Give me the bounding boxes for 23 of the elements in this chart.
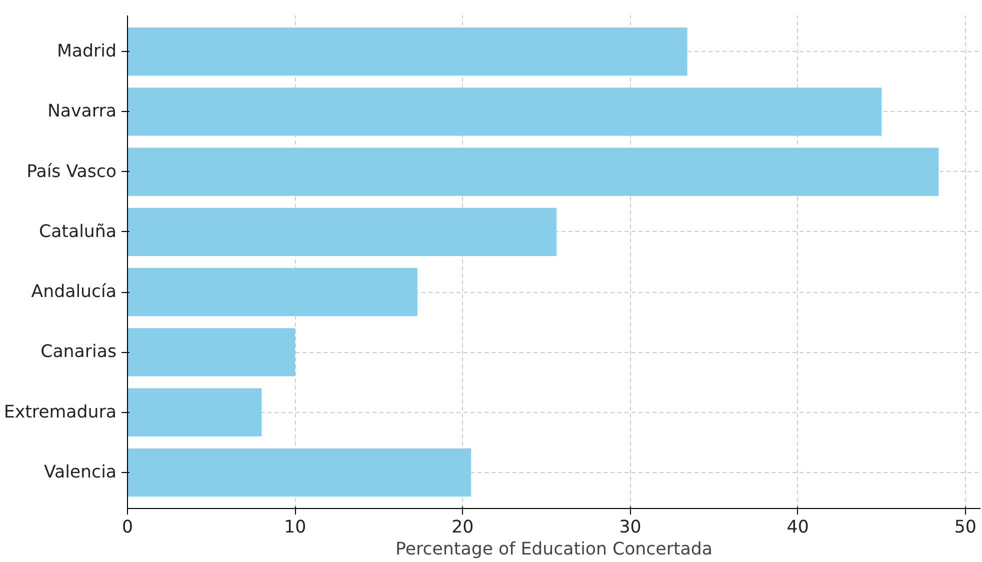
x-axis-title: Percentage of Education Concertada (396, 540, 712, 560)
y-tick-label: Navarra (47, 102, 117, 122)
bar (128, 328, 296, 376)
y-tick-label: Canarias (40, 342, 117, 362)
bar (128, 448, 472, 496)
x-tick-label: 50 (954, 518, 976, 538)
y-tick-label: Extremadura (4, 402, 116, 422)
bar (128, 388, 262, 436)
bar (128, 28, 688, 76)
y-tick-label: País Vasco (26, 162, 117, 182)
x-tick-label: 10 (284, 518, 306, 538)
y-tick-label: Valencia (44, 462, 116, 482)
x-tick-label: 30 (619, 518, 642, 538)
bar (128, 208, 557, 256)
x-tick-label: 0 (122, 518, 134, 538)
bar (128, 268, 418, 316)
y-tick-label: Andalucía (31, 282, 117, 302)
y-tick-label: Cataluña (38, 222, 117, 242)
bar (128, 88, 882, 136)
x-tick-label: 40 (786, 518, 809, 538)
y-tick-label: Madrid (56, 42, 117, 62)
bar (128, 148, 939, 196)
x-tick-label: 20 (452, 518, 474, 538)
